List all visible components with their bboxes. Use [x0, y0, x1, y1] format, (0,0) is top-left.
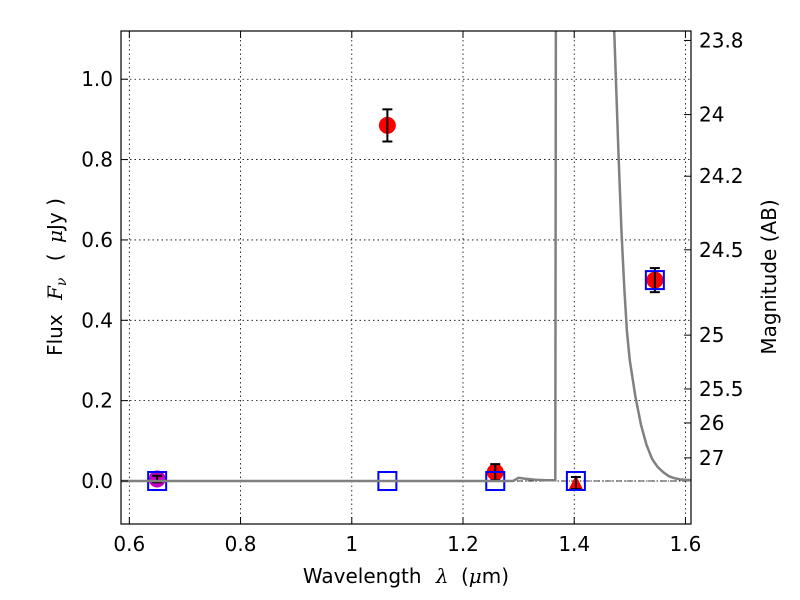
y-tick-label: 0.8 — [81, 148, 113, 172]
x-tick-label: 1.4 — [558, 532, 590, 556]
y-axis-label-symbol: F — [43, 285, 67, 301]
y2-tick-label: 27 — [699, 446, 724, 470]
x-axis-label-symbol: λ — [435, 564, 449, 588]
x-axis-label-unit-mu: μ — [469, 564, 482, 588]
y2-tick-label: 26 — [699, 411, 724, 435]
model-point-square — [644, 270, 665, 291]
y-tick-label: 0.6 — [81, 228, 113, 252]
y2-tick-label: 24 — [699, 103, 724, 127]
y-axis-label-unit-open: ( — [43, 253, 67, 261]
y-tick-label: 0.0 — [81, 469, 113, 493]
y-axis-label-prefix: Flux — [43, 314, 67, 356]
model-point-square — [565, 471, 586, 492]
tick-marks — [121, 31, 691, 524]
y-axis-label-unit-rest: Jy ) — [43, 198, 67, 232]
y2-tick-label: 25 — [699, 323, 724, 347]
y2-tick-label: 23.8 — [699, 28, 744, 52]
y-axis-label-unit-mu: μ — [43, 230, 67, 243]
grid-lines — [121, 31, 691, 524]
x-axis-label-prefix: Wavelength — [303, 564, 422, 588]
x-axis-label-unit-open: ( — [461, 564, 469, 588]
template-spectrum-line — [121, 31, 691, 483]
y2-tick-label: 25.5 — [699, 377, 744, 401]
y-tick-label: 0.4 — [81, 308, 113, 332]
x-axis-label: Wavelength λ (μm) — [303, 564, 509, 588]
y-tick-label: 0.2 — [81, 389, 113, 413]
y2-axis-label: Magnitude (AB) — [757, 199, 781, 354]
y-axis-label: Flux Fν ( μJy ) — [43, 198, 71, 356]
y-axis-label-subscript: ν — [54, 277, 70, 286]
x-tick-label: 0.6 — [113, 532, 145, 556]
x-tick-label: 0.8 — [225, 532, 257, 556]
y-tick-label: 1.0 — [81, 67, 113, 91]
y2-tick-label: 24.2 — [699, 164, 744, 188]
axes-frame — [120, 30, 692, 525]
tick-labels: 0.6 0.8 1 1.2 1.4 1.6 0.0 0.2 0.4 0.6 0.8 1.0 23.8 24… — [81, 28, 743, 556]
x-tick-label: 1.2 — [447, 532, 479, 556]
x-axis-label-unit-rest: m) — [482, 564, 509, 588]
plot-area — [121, 31, 691, 492]
x-tick-label: 1.6 — [670, 532, 702, 556]
y2-tick-label: 24.5 — [699, 238, 744, 262]
x-tick-label: 1 — [345, 532, 358, 556]
